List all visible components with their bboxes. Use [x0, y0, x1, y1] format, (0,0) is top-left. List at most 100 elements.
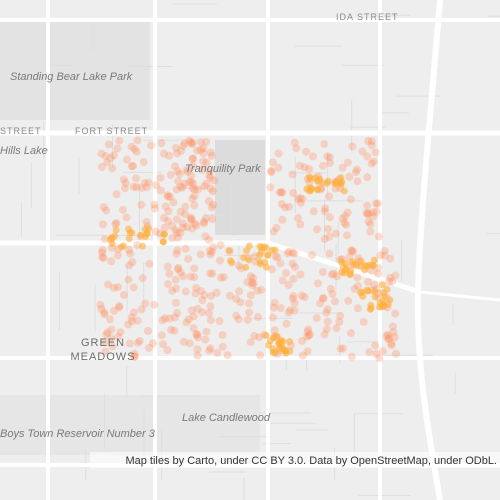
point: [343, 208, 352, 217]
point: [340, 218, 349, 227]
point: [228, 259, 236, 267]
point: [288, 294, 297, 303]
point: [358, 147, 367, 156]
labels: IDA STREET Standing Bear Lake Park STREE…: [0, 12, 398, 440]
point: [177, 146, 186, 155]
point: [179, 337, 188, 346]
point: [391, 349, 400, 358]
point: [381, 292, 389, 300]
point: [112, 226, 120, 234]
point: [269, 227, 278, 236]
point: [201, 232, 210, 241]
point: [348, 142, 357, 151]
point: [363, 152, 372, 161]
point: [337, 180, 345, 188]
point: [253, 286, 262, 295]
point: [202, 137, 211, 146]
point: [307, 250, 316, 259]
point: [103, 158, 112, 167]
point: [370, 280, 379, 289]
point: [338, 163, 347, 172]
point: [288, 170, 297, 179]
point: [193, 304, 202, 313]
point: [208, 215, 217, 224]
point: [298, 336, 307, 345]
point: [290, 263, 299, 272]
point: [278, 215, 287, 224]
point: [141, 233, 149, 241]
point: [314, 177, 322, 185]
point: [102, 206, 111, 215]
point: [271, 246, 279, 254]
point: [349, 247, 358, 256]
point: [343, 158, 352, 167]
point: [160, 213, 169, 222]
point: [193, 330, 202, 339]
point: [156, 173, 165, 182]
point: [292, 144, 301, 153]
point: [339, 344, 348, 353]
point: [364, 217, 373, 226]
point: [322, 325, 331, 334]
point: [107, 325, 116, 334]
point: [115, 136, 124, 145]
point: [281, 268, 290, 277]
point: [275, 188, 284, 197]
point: [330, 297, 339, 306]
point: [344, 296, 353, 305]
point: [98, 248, 107, 257]
point: [164, 217, 173, 226]
point: [316, 299, 325, 308]
point: [313, 225, 322, 234]
point: [199, 157, 208, 166]
point: [132, 183, 141, 192]
point: [163, 262, 172, 271]
point: [353, 165, 362, 174]
point: [172, 185, 181, 194]
point: [378, 281, 386, 289]
point: [139, 158, 148, 167]
point: [204, 197, 213, 206]
point: [129, 162, 138, 171]
point: [140, 179, 149, 188]
point: [113, 251, 122, 260]
point: [108, 240, 116, 248]
point: [341, 212, 350, 221]
point: [144, 178, 153, 187]
point: [97, 149, 106, 158]
point: [142, 218, 151, 227]
point: [190, 264, 199, 273]
point: [171, 143, 180, 152]
point: [199, 144, 208, 153]
point: [206, 269, 215, 278]
point: [188, 154, 197, 163]
point: [186, 272, 195, 281]
point: [187, 306, 196, 315]
point: [157, 331, 166, 340]
point: [324, 192, 333, 201]
point: [101, 152, 110, 161]
point: [172, 215, 181, 224]
point: [138, 274, 147, 283]
point: [374, 232, 383, 241]
point: [107, 257, 116, 266]
point: [206, 173, 215, 182]
point: [283, 249, 292, 258]
point: [340, 187, 348, 195]
point: [365, 348, 374, 357]
point: [321, 204, 330, 213]
point: [219, 273, 228, 282]
point: [204, 235, 213, 244]
point: [190, 273, 199, 282]
point: [353, 304, 362, 313]
point: [119, 175, 128, 184]
point: [141, 299, 150, 308]
point: [305, 330, 314, 339]
point: [171, 226, 180, 235]
point: [196, 138, 205, 147]
point: [272, 223, 281, 232]
park-label: Tranquility Park: [185, 163, 261, 175]
point: [125, 339, 134, 348]
point: [313, 279, 322, 288]
